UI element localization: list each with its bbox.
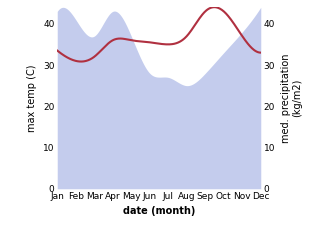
X-axis label: date (month): date (month) [123,206,195,216]
Y-axis label: max temp (C): max temp (C) [27,64,38,132]
Y-axis label: med. precipitation
(kg/m2): med. precipitation (kg/m2) [280,53,302,143]
